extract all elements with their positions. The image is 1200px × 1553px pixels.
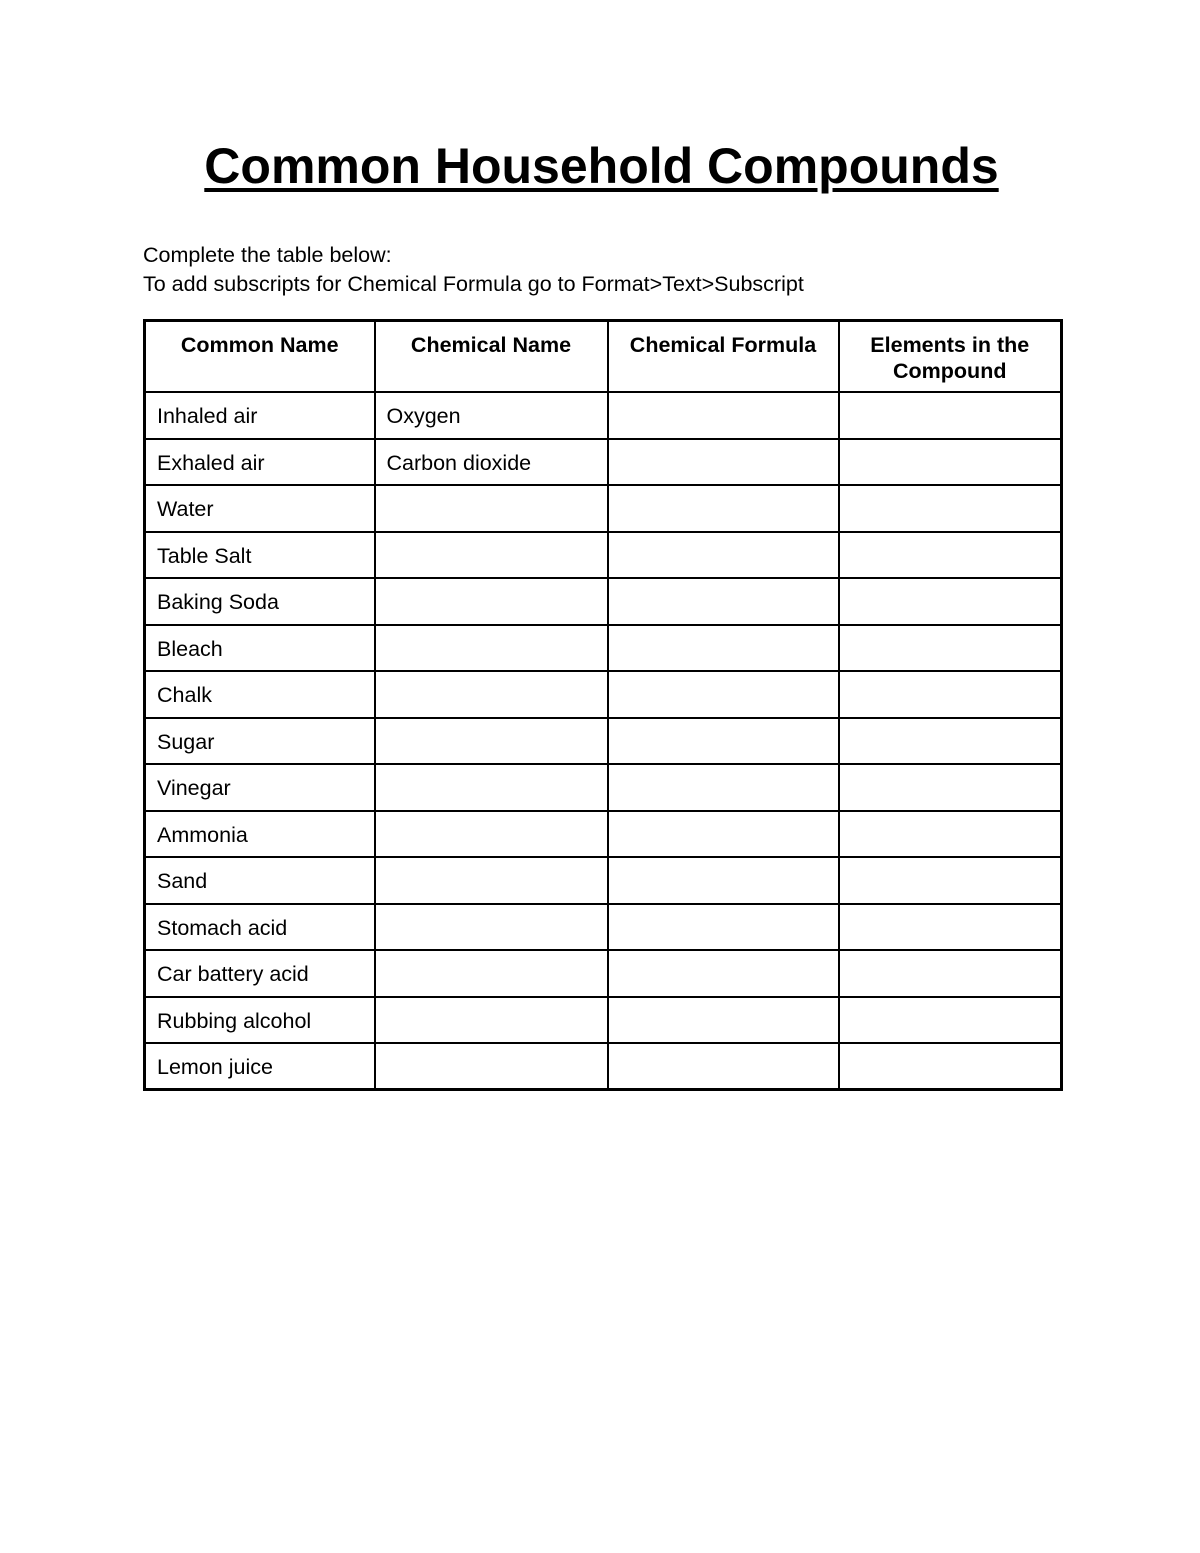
cell-chemical-formula[interactable] <box>606 716 840 765</box>
cell-elements-in-compound[interactable] <box>837 623 1063 672</box>
cell-common-name[interactable]: Inhaled air <box>143 391 376 440</box>
cell-elements-in-compound[interactable] <box>837 484 1063 533</box>
cell-elements-in-compound[interactable] <box>837 995 1063 1044</box>
table-row: Car battery acid <box>143 949 1063 998</box>
cell-common-name[interactable]: Sand <box>143 856 376 905</box>
table-row: Rubbing alcohol <box>143 995 1063 1044</box>
cell-chemical-name[interactable] <box>373 763 609 812</box>
cell-chemical-formula[interactable] <box>606 1042 840 1091</box>
cell-common-name[interactable]: Car battery acid <box>143 949 376 998</box>
cell-chemical-formula[interactable] <box>606 484 840 533</box>
table-row: Bleach <box>143 623 1063 672</box>
cell-common-name[interactable]: Vinegar <box>143 763 376 812</box>
cell-chemical-formula[interactable] <box>606 809 840 858</box>
cell-chemical-name[interactable] <box>373 623 609 672</box>
table-row: Water <box>143 484 1063 533</box>
document-title: Common Household Compounds <box>204 138 999 194</box>
cell-chemical-formula[interactable] <box>606 949 840 998</box>
cell-common-name[interactable]: Baking Soda <box>143 577 376 626</box>
instruction-line-1: Complete the table below: <box>143 242 392 267</box>
cell-chemical-formula[interactable] <box>606 623 840 672</box>
cell-chemical-formula[interactable] <box>606 437 840 486</box>
cell-common-name[interactable]: Sugar <box>143 716 376 765</box>
cell-chemical-name[interactable] <box>373 856 609 905</box>
cell-chemical-formula[interactable] <box>606 763 840 812</box>
cell-elements-in-compound[interactable] <box>837 391 1063 440</box>
cell-chemical-formula[interactable] <box>606 995 840 1044</box>
cell-common-name[interactable]: Chalk <box>143 670 376 719</box>
cell-elements-in-compound[interactable] <box>837 902 1063 951</box>
header-chemical-name: Chemical Name <box>373 319 609 393</box>
cell-chemical-name[interactable] <box>373 1042 609 1091</box>
table-row: Baking Soda <box>143 577 1063 626</box>
table-header-row: Common Name Chemical Name Chemical Formu… <box>143 319 1063 393</box>
table-row: Sugar <box>143 716 1063 765</box>
cell-common-name[interactable]: Ammonia <box>143 809 376 858</box>
cell-common-name[interactable]: Water <box>143 484 376 533</box>
cell-common-name[interactable]: Rubbing alcohol <box>143 995 376 1044</box>
cell-common-name[interactable]: Table Salt <box>143 530 376 579</box>
cell-elements-in-compound[interactable] <box>837 949 1063 998</box>
cell-chemical-formula[interactable] <box>606 577 840 626</box>
table-row: Lemon juice <box>143 1042 1063 1091</box>
table-row: Inhaled air Oxygen <box>143 391 1063 440</box>
table-row: Chalk <box>143 670 1063 719</box>
cell-elements-in-compound[interactable] <box>837 670 1063 719</box>
cell-chemical-name[interactable] <box>373 809 609 858</box>
cell-chemical-name[interactable] <box>373 530 609 579</box>
cell-chemical-name[interactable] <box>373 949 609 998</box>
cell-chemical-name[interactable] <box>373 670 609 719</box>
compounds-table: Common Name Chemical Name Chemical Formu… <box>143 318 1063 1091</box>
cell-elements-in-compound[interactable] <box>837 1042 1063 1091</box>
header-chemical-formula: Chemical Formula <box>606 319 840 393</box>
cell-chemical-name[interactable] <box>373 484 609 533</box>
cell-elements-in-compound[interactable] <box>837 530 1063 579</box>
cell-elements-in-compound[interactable] <box>837 716 1063 765</box>
cell-elements-in-compound[interactable] <box>837 856 1063 905</box>
cell-chemical-formula[interactable] <box>606 902 840 951</box>
cell-chemical-formula[interactable] <box>606 856 840 905</box>
cell-chemical-formula[interactable] <box>606 391 840 440</box>
cell-elements-in-compound[interactable] <box>837 809 1063 858</box>
table-row: Exhaled air Carbon dioxide <box>143 437 1063 486</box>
cell-common-name[interactable]: Stomach acid <box>143 902 376 951</box>
table-row: Stomach acid <box>143 902 1063 951</box>
table-row: Table Salt <box>143 530 1063 579</box>
cell-chemical-name[interactable] <box>373 902 609 951</box>
cell-chemical-formula[interactable] <box>606 670 840 719</box>
header-common-name: Common Name <box>143 319 376 393</box>
instruction-line-2: To add subscripts for Chemical Formula g… <box>143 271 804 296</box>
cell-chemical-name[interactable] <box>373 995 609 1044</box>
cell-elements-in-compound[interactable] <box>837 763 1063 812</box>
table-row: Vinegar <box>143 763 1063 812</box>
cell-common-name[interactable]: Bleach <box>143 623 376 672</box>
cell-chemical-formula[interactable] <box>606 530 840 579</box>
cell-chemical-name[interactable] <box>373 716 609 765</box>
table-row: Sand <box>143 856 1063 905</box>
cell-elements-in-compound[interactable] <box>837 577 1063 626</box>
cell-common-name[interactable]: Exhaled air <box>143 437 376 486</box>
cell-elements-in-compound[interactable] <box>837 437 1063 486</box>
table-row: Ammonia <box>143 809 1063 858</box>
cell-common-name[interactable]: Lemon juice <box>143 1042 376 1091</box>
cell-chemical-name[interactable] <box>373 577 609 626</box>
header-elements-in-compound: Elements in the Compound <box>837 319 1063 393</box>
cell-chemical-name[interactable]: Carbon dioxide <box>373 437 609 486</box>
cell-chemical-name[interactable]: Oxygen <box>373 391 609 440</box>
